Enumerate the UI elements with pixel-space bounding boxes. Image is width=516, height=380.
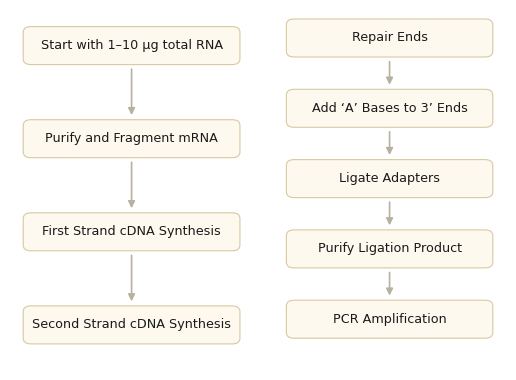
FancyBboxPatch shape: [286, 19, 493, 57]
Text: Repair Ends: Repair Ends: [351, 32, 428, 44]
Text: Ligate Adapters: Ligate Adapters: [339, 172, 440, 185]
FancyBboxPatch shape: [286, 89, 493, 127]
Text: Second Strand cDNA Synthesis: Second Strand cDNA Synthesis: [32, 318, 231, 331]
Text: Add ‘A’ Bases to 3’ Ends: Add ‘A’ Bases to 3’ Ends: [312, 102, 467, 115]
FancyBboxPatch shape: [23, 213, 240, 251]
FancyBboxPatch shape: [23, 306, 240, 344]
Text: PCR Amplification: PCR Amplification: [333, 313, 446, 326]
FancyBboxPatch shape: [286, 160, 493, 198]
FancyBboxPatch shape: [286, 230, 493, 268]
Text: First Strand cDNA Synthesis: First Strand cDNA Synthesis: [42, 225, 221, 238]
FancyBboxPatch shape: [23, 120, 240, 158]
Text: Purify and Fragment mRNA: Purify and Fragment mRNA: [45, 132, 218, 145]
FancyBboxPatch shape: [286, 300, 493, 338]
Text: Start with 1–10 µg total RNA: Start with 1–10 µg total RNA: [41, 39, 222, 52]
Text: Purify Ligation Product: Purify Ligation Product: [317, 242, 462, 255]
FancyBboxPatch shape: [23, 27, 240, 65]
